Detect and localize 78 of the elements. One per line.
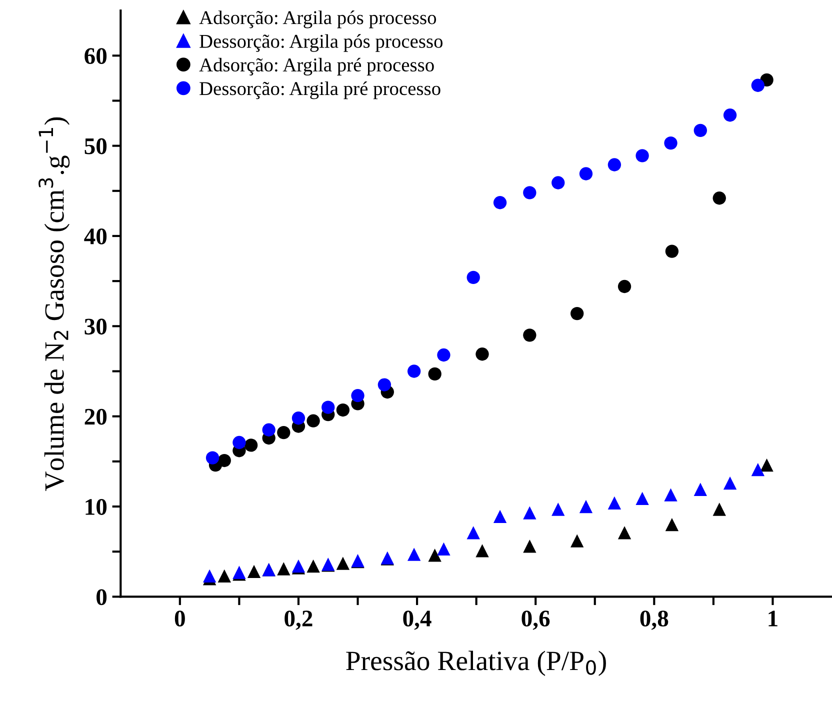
point xyxy=(751,78,764,92)
y-tick-label: 20 xyxy=(84,408,107,425)
y-tick-label: 40 xyxy=(84,228,107,244)
point xyxy=(493,196,507,210)
point xyxy=(407,364,421,378)
point xyxy=(466,270,480,284)
point xyxy=(664,488,678,502)
x-tick-label: 0,2 xyxy=(284,610,312,630)
legend-label: Adsorção: Argila pós processo xyxy=(199,10,436,28)
point xyxy=(523,506,536,520)
point xyxy=(437,542,450,556)
point xyxy=(552,176,565,190)
point xyxy=(306,559,320,573)
point xyxy=(277,426,290,440)
point xyxy=(466,526,480,540)
point xyxy=(636,149,649,162)
x-tick-label: 1 xyxy=(768,610,778,626)
point xyxy=(206,451,220,464)
point xyxy=(523,328,536,342)
x-tick-label: 0 xyxy=(174,610,185,627)
point xyxy=(202,569,216,583)
point xyxy=(378,378,392,392)
point xyxy=(665,244,679,258)
point xyxy=(277,562,290,576)
point xyxy=(636,492,649,505)
point xyxy=(476,544,489,558)
point xyxy=(247,564,261,578)
point xyxy=(476,348,489,361)
point xyxy=(570,306,584,320)
y-tick-label: 30 xyxy=(84,318,107,335)
point xyxy=(322,400,335,414)
point xyxy=(579,167,593,180)
x-axis-title: Pressão Relativa (P/P$_{0}$) xyxy=(346,650,606,676)
point xyxy=(618,280,632,294)
point xyxy=(306,414,320,428)
y-tick-label: 10 xyxy=(86,499,107,515)
point xyxy=(618,526,632,540)
y-axis-title: Volume de N$_{2}$ Gasoso (cm$^{3}$.g$^{−1}$) xyxy=(38,117,70,491)
point xyxy=(218,454,231,468)
point xyxy=(665,518,679,532)
point xyxy=(751,462,764,476)
legend-label: Dessorção: Argila pré processo xyxy=(200,81,440,100)
y-tick-label: 60 xyxy=(84,48,107,64)
point xyxy=(760,458,774,472)
point xyxy=(218,569,231,583)
point xyxy=(712,502,726,516)
point xyxy=(232,436,246,450)
point xyxy=(570,534,584,548)
point xyxy=(493,510,507,524)
point xyxy=(664,136,678,150)
point xyxy=(694,482,707,496)
point xyxy=(351,389,364,402)
point xyxy=(552,502,565,516)
x-tick-label: 0,4 xyxy=(403,610,432,630)
y-tick-label: 50 xyxy=(84,138,107,154)
x-tick-label: 0,8 xyxy=(640,610,668,630)
legend-label: Dessorção: Argila pós processo xyxy=(200,34,443,52)
point xyxy=(608,158,622,172)
point xyxy=(694,124,707,138)
point xyxy=(608,496,622,510)
point xyxy=(428,548,442,562)
point xyxy=(262,423,276,436)
point xyxy=(523,186,536,200)
point xyxy=(292,412,306,425)
point xyxy=(437,348,450,362)
point xyxy=(523,540,536,553)
point xyxy=(428,367,442,381)
point xyxy=(723,108,737,122)
point xyxy=(336,403,350,417)
point xyxy=(579,500,593,514)
point xyxy=(244,438,258,452)
point xyxy=(712,192,726,205)
point xyxy=(336,556,350,570)
legend-label: Adsorção: Argila pré processo xyxy=(199,58,434,76)
y-tick-label: 0 xyxy=(96,589,107,606)
x-tick-label: 0,6 xyxy=(522,610,550,630)
point xyxy=(723,476,737,490)
point xyxy=(407,548,421,561)
